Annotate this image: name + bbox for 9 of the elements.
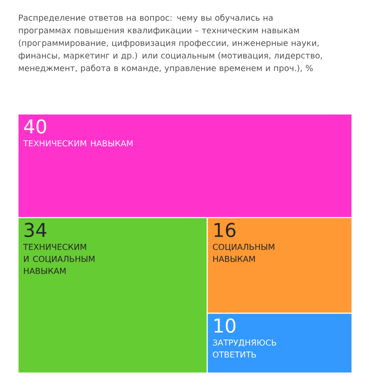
data-label: 16 bbox=[214, 222, 236, 238]
text: Распределение ответов на вопрос: чему вы обучались на программах повышения квалификации – техническим навыкам (программирование, цифровизация профессии, инженерные науки, финансы, маркетинг и др.) или социальным (мотивация, лидерство, менеджмент, работа в команде, управление временем и проч.), % bbox=[18, 14, 322, 73]
category-label: ТЕХНИЧЕСКИМ НАВЫКАМ bbox=[23, 140, 133, 146]
category-label: СОЦИАЛЬНЫМ НАВЫКАМ bbox=[212, 244, 274, 262]
data-label: 34 bbox=[24, 222, 46, 238]
data-label: 40 bbox=[24, 119, 46, 134]
category-label: ТЕХНИЧЕСКИМ И СОЦИАЛЬНЫМ НАВЫКАМ bbox=[23, 244, 94, 274]
data-label: 10 bbox=[214, 318, 236, 333]
category-label: ЗАТРУДНЯЮСЬ ОТВЕТИТЬ bbox=[212, 339, 276, 358]
